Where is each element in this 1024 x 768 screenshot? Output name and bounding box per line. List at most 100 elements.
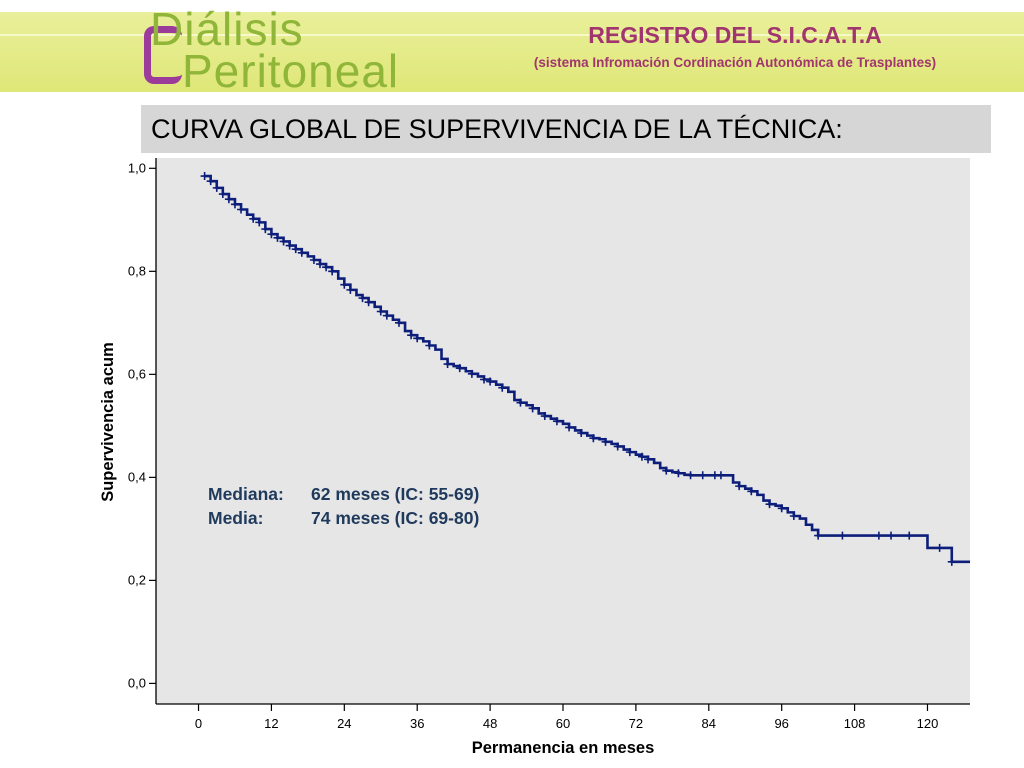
- censor-mark: [905, 531, 914, 540]
- censor-mark: [394, 318, 403, 327]
- y-axis-label: Supervivencia acum: [99, 342, 117, 502]
- median-label: Mediana:: [208, 484, 284, 504]
- logo-bracket-mark: [144, 26, 182, 84]
- censor-mark: [935, 543, 944, 552]
- x-tick-label: 108: [844, 716, 866, 731]
- censor-mark: [237, 205, 246, 214]
- censor-mark: [947, 557, 956, 566]
- x-tick-label: 96: [774, 716, 788, 731]
- censor-mark: [261, 225, 270, 234]
- censor-mark: [413, 334, 422, 343]
- registry-title: REGISTRO DEL S.I.C.A.T.A: [588, 22, 882, 48]
- y-tick-label: 0,2: [128, 572, 146, 587]
- x-tick-label: 120: [917, 716, 939, 731]
- censor-mark: [486, 377, 495, 386]
- censor-mark: [735, 482, 744, 491]
- censor-mark: [589, 434, 598, 443]
- x-tick-label: 12: [264, 716, 278, 731]
- censor-mark: [382, 311, 391, 320]
- censor-mark: [297, 248, 306, 257]
- dialisis-peritoneal-logo: Diálisis Peritoneal: [140, 3, 440, 104]
- x-tick-label: 72: [629, 716, 643, 731]
- censor-mark: [358, 294, 367, 303]
- censor-mark: [637, 452, 646, 461]
- censor-mark: [200, 172, 209, 181]
- censor-mark: [249, 214, 258, 223]
- censor-mark: [322, 263, 331, 272]
- censor-mark: [346, 285, 355, 294]
- y-tick-label: 0,6: [128, 366, 146, 381]
- y-tick-label: 0,4: [128, 469, 146, 484]
- censor-marks: [200, 172, 956, 566]
- censor-mark: [565, 423, 574, 432]
- x-tick-label: 36: [410, 716, 424, 731]
- censor-mark: [273, 233, 282, 242]
- censor-mark: [698, 471, 707, 480]
- censor-mark: [340, 280, 349, 289]
- censor-mark: [328, 267, 337, 276]
- censor-mark: [540, 412, 549, 421]
- censor-mark: [309, 255, 318, 264]
- censor-mark: [528, 404, 537, 413]
- censor-mark: [674, 469, 683, 478]
- y-axis-ticks: 0,0 0,2 0,4 0,6 0,8 1,0: [128, 160, 156, 690]
- censor-mark: [765, 500, 774, 509]
- censor-mark: [316, 260, 325, 269]
- x-axis-label: Permanencia en meses: [472, 739, 655, 757]
- mean-label: Media:: [208, 508, 264, 528]
- x-tick-label: 84: [702, 716, 716, 731]
- censor-mark: [255, 218, 264, 227]
- mean-value: 74 meses (IC: 69-80): [311, 508, 480, 528]
- censor-mark: [212, 183, 221, 192]
- censor-mark: [814, 531, 823, 540]
- logo-word-dialisis: Diálisis: [150, 3, 304, 55]
- censor-mark: [291, 245, 300, 254]
- censor-mark: [601, 437, 610, 446]
- censor-mark: [467, 369, 476, 378]
- censor-mark: [285, 241, 294, 250]
- header-band-highlight: [0, 34, 1024, 36]
- censor-mark: [224, 195, 233, 204]
- censor-mark: [777, 504, 786, 513]
- censor-mark: [425, 341, 434, 350]
- censor-mark: [376, 307, 385, 316]
- censor-mark: [577, 429, 586, 438]
- censor-mark: [838, 531, 847, 540]
- censor-mark: [716, 471, 725, 480]
- censor-mark: [498, 383, 507, 392]
- censor-mark: [887, 531, 896, 540]
- censor-mark: [407, 331, 416, 340]
- x-tick-label: 24: [337, 716, 351, 731]
- censor-mark: [874, 531, 883, 540]
- censor-mark: [516, 398, 525, 407]
- censor-mark: [662, 466, 671, 475]
- censor-mark: [686, 471, 695, 480]
- censor-mark: [747, 487, 756, 496]
- slide-title-bar: CURVA GLOBAL DE SUPERVIVENCIA DE LA TÉCN…: [141, 105, 991, 153]
- median-value: 62 meses (IC: 55-69): [311, 484, 480, 504]
- censor-mark: [480, 375, 489, 384]
- censor-mark: [230, 200, 239, 209]
- censor-mark: [789, 511, 798, 520]
- censor-mark: [613, 442, 622, 451]
- censor-mark: [625, 448, 634, 457]
- y-tick-label: 1,0: [128, 160, 146, 175]
- censor-mark: [443, 360, 452, 369]
- slide-title: CURVA GLOBAL DE SUPERVIVENCIA DE LA TÉCN…: [151, 114, 843, 144]
- x-axis-ticks: 0 12 24 36 48 60 72 84 96 108 120: [195, 704, 938, 731]
- censor-mark: [218, 190, 227, 199]
- censor-mark: [455, 364, 464, 373]
- x-tick-label: 60: [556, 716, 570, 731]
- logo-word-peritoneal: Peritoneal: [182, 45, 400, 97]
- censor-mark: [267, 230, 276, 239]
- plot-area: [156, 158, 970, 704]
- x-tick-label: 48: [483, 716, 497, 731]
- registry-subtitle: (sistema Infromación Cordinación Autonóm…: [533, 55, 937, 70]
- censor-mark: [552, 417, 561, 426]
- censor-mark: [206, 177, 215, 186]
- censor-mark: [364, 298, 373, 307]
- y-tick-label: 0,8: [128, 263, 146, 278]
- censor-mark: [279, 237, 288, 246]
- x-tick-label: 0: [195, 716, 202, 731]
